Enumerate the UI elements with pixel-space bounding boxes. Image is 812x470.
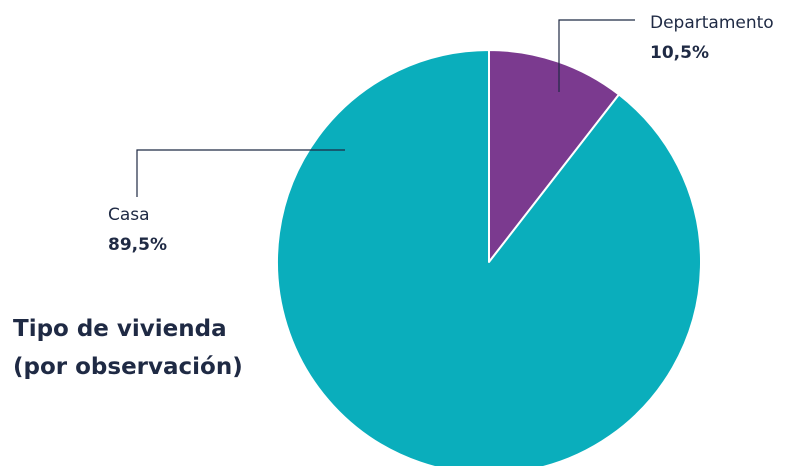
- labels-layer: Departamento 10,5% Casa 89,5%: [108, 13, 774, 255]
- slice-value-casa: 89,5%: [108, 235, 167, 255]
- slice-value-departamento: 10,5%: [650, 43, 709, 63]
- slice-label-departamento: Departamento: [650, 13, 774, 33]
- chart-subtitle: (por observación): [13, 354, 243, 380]
- chart-title: Tipo de vivienda: [13, 316, 227, 342]
- leader-line-casa: [136, 149, 345, 197]
- pie-slice-departamento: [488, 49, 620, 263]
- leader-line-departamento: [558, 19, 635, 92]
- slice-label-casa: Casa: [108, 205, 150, 225]
- leader-lines-layer: [136, 19, 635, 197]
- slices-layer: [276, 49, 702, 470]
- pie-slice-casa: [276, 49, 702, 470]
